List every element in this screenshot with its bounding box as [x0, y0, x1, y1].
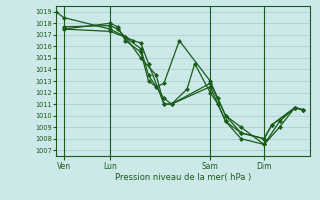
X-axis label: Pression niveau de la mer( hPa ): Pression niveau de la mer( hPa ) — [115, 173, 251, 182]
